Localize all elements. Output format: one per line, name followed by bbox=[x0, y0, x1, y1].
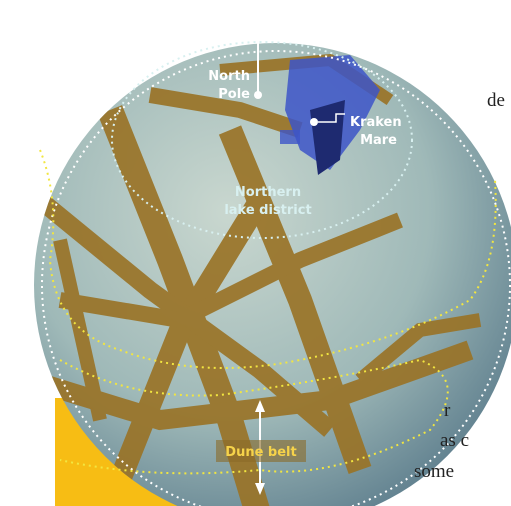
label: Mare bbox=[360, 133, 397, 148]
body-text: r bbox=[444, 400, 451, 421]
kraken-dot bbox=[310, 118, 318, 126]
kraken-leader bbox=[318, 113, 345, 123]
north-pole-dot bbox=[254, 91, 262, 99]
body-text: de bbox=[487, 90, 505, 111]
body-text: as c bbox=[440, 430, 469, 451]
globe-outline bbox=[41, 50, 511, 506]
label: Northern bbox=[235, 185, 301, 200]
label-backdrop bbox=[216, 440, 306, 462]
lake-district-outline bbox=[111, 41, 413, 239]
label: Dune belt bbox=[225, 445, 296, 460]
arrow-head bbox=[253, 8, 263, 20]
label: lake district bbox=[224, 203, 311, 218]
label: Kraken bbox=[350, 115, 402, 130]
body-text: some bbox=[414, 461, 454, 482]
label: North bbox=[208, 69, 250, 84]
radar-swaths bbox=[34, 53, 482, 506]
label: Pole bbox=[218, 87, 250, 102]
